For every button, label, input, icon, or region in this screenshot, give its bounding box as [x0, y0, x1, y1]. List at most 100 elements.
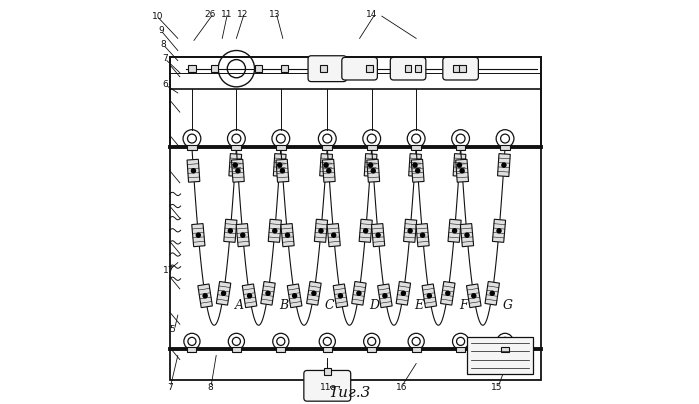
- Polygon shape: [498, 154, 510, 177]
- Text: F: F: [459, 299, 468, 311]
- Bar: [500, 145, 510, 150]
- Polygon shape: [485, 282, 500, 305]
- Text: 5: 5: [170, 325, 175, 334]
- Circle shape: [312, 291, 316, 295]
- Polygon shape: [287, 284, 302, 308]
- Text: B: B: [279, 299, 288, 311]
- Bar: [367, 145, 377, 150]
- Text: 26: 26: [204, 10, 216, 19]
- Polygon shape: [371, 223, 384, 247]
- Circle shape: [266, 291, 270, 295]
- Bar: [366, 65, 373, 72]
- Circle shape: [278, 163, 282, 167]
- Bar: [467, 337, 533, 374]
- Circle shape: [203, 294, 207, 298]
- Bar: [456, 145, 466, 150]
- Circle shape: [233, 163, 237, 167]
- Circle shape: [247, 294, 252, 298]
- Bar: [281, 65, 289, 72]
- Text: 15: 15: [491, 383, 503, 391]
- Polygon shape: [416, 223, 429, 247]
- Text: 14: 14: [366, 10, 377, 19]
- FancyBboxPatch shape: [308, 56, 347, 82]
- Circle shape: [363, 229, 368, 233]
- Bar: [324, 368, 331, 375]
- Circle shape: [326, 169, 331, 173]
- Circle shape: [446, 291, 450, 295]
- Bar: [323, 347, 332, 352]
- Text: G: G: [503, 299, 513, 311]
- Polygon shape: [461, 223, 474, 247]
- Bar: [367, 347, 376, 352]
- FancyBboxPatch shape: [390, 57, 426, 80]
- Polygon shape: [359, 219, 373, 242]
- Circle shape: [401, 291, 405, 295]
- Bar: [170, 57, 542, 380]
- Text: Τиг.3: Τиг.3: [329, 386, 370, 400]
- Text: 13: 13: [269, 10, 280, 19]
- Text: 7: 7: [167, 383, 173, 391]
- Circle shape: [460, 169, 464, 173]
- Text: C: C: [324, 299, 334, 311]
- Circle shape: [293, 294, 296, 298]
- Circle shape: [472, 294, 476, 298]
- FancyBboxPatch shape: [443, 57, 478, 80]
- Bar: [322, 145, 332, 150]
- Bar: [210, 65, 218, 72]
- Circle shape: [222, 291, 226, 295]
- Polygon shape: [231, 159, 244, 182]
- Text: 8: 8: [160, 40, 166, 49]
- Polygon shape: [319, 154, 333, 177]
- Bar: [187, 347, 196, 352]
- Circle shape: [280, 169, 284, 173]
- Bar: [500, 347, 510, 352]
- Polygon shape: [453, 154, 466, 177]
- Bar: [411, 145, 421, 150]
- Text: 12: 12: [237, 10, 248, 19]
- Circle shape: [229, 229, 232, 233]
- Polygon shape: [315, 219, 328, 242]
- Polygon shape: [364, 154, 377, 177]
- Bar: [456, 347, 465, 352]
- Polygon shape: [261, 282, 275, 305]
- Circle shape: [383, 294, 387, 298]
- Circle shape: [371, 169, 375, 173]
- Circle shape: [338, 294, 343, 298]
- Text: 16: 16: [396, 383, 407, 391]
- Polygon shape: [411, 159, 424, 182]
- Text: 6: 6: [162, 80, 168, 89]
- Bar: [232, 347, 241, 352]
- Polygon shape: [456, 159, 468, 182]
- Circle shape: [196, 233, 201, 237]
- Polygon shape: [273, 154, 286, 177]
- Polygon shape: [333, 284, 347, 308]
- Polygon shape: [307, 282, 321, 305]
- Circle shape: [497, 229, 501, 233]
- Circle shape: [427, 294, 431, 298]
- Polygon shape: [409, 154, 421, 177]
- Polygon shape: [276, 159, 289, 182]
- Polygon shape: [327, 223, 340, 247]
- Polygon shape: [224, 219, 237, 242]
- Circle shape: [357, 291, 361, 295]
- Polygon shape: [236, 223, 250, 247]
- Circle shape: [319, 229, 323, 233]
- Bar: [412, 347, 421, 352]
- Circle shape: [368, 163, 373, 167]
- Circle shape: [502, 163, 506, 167]
- Circle shape: [192, 169, 196, 173]
- Circle shape: [324, 163, 328, 167]
- Polygon shape: [192, 223, 205, 247]
- Text: 8: 8: [207, 383, 213, 391]
- Bar: [187, 145, 197, 150]
- Polygon shape: [352, 282, 366, 305]
- Circle shape: [416, 169, 419, 173]
- Polygon shape: [198, 284, 212, 308]
- Polygon shape: [448, 219, 461, 242]
- FancyBboxPatch shape: [342, 57, 377, 80]
- Circle shape: [285, 233, 289, 237]
- Polygon shape: [466, 284, 481, 308]
- Circle shape: [413, 163, 417, 167]
- Polygon shape: [367, 159, 380, 182]
- Bar: [459, 65, 466, 72]
